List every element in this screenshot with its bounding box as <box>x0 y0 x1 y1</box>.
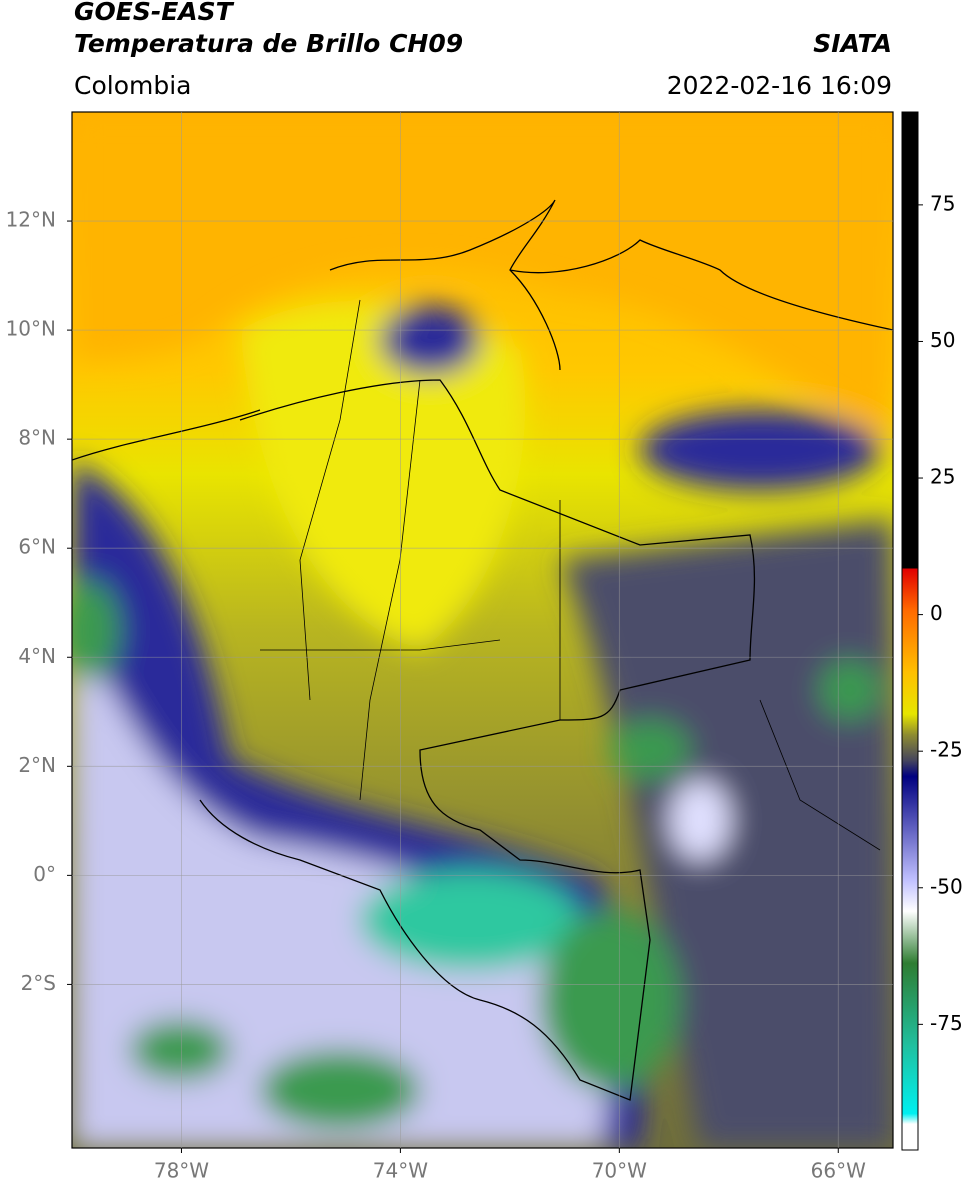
source: SIATA <box>813 29 892 58</box>
y-tick-label: 8°N <box>18 426 56 450</box>
title: GOES-EAST <box>74 0 235 26</box>
y-tick-label: 2°S <box>21 971 56 995</box>
colorbar-tick-label: -50 <box>930 874 963 898</box>
y-tick-label: 10°N <box>6 317 56 341</box>
y-tick-label: 2°N <box>18 753 56 777</box>
datetime: 2022-02-16 16:09 <box>667 71 892 100</box>
colorbar-tick-label: 25 <box>930 465 955 489</box>
region: Colombia <box>74 71 191 100</box>
y-tick-label: 4°N <box>18 644 56 668</box>
map-frame <box>71 111 894 1149</box>
x-tick-label: 70°W <box>592 1159 647 1183</box>
subtitle: Temperatura de Brillo CH09 <box>74 29 463 58</box>
satellite-image <box>72 112 893 1148</box>
y-tick-label: 12°N <box>6 208 56 232</box>
colorbar-tick-label: 0 <box>930 601 943 625</box>
colorbar-tick-label: -25 <box>930 738 963 762</box>
colorbar-tick-label: 75 <box>930 191 955 215</box>
header: GOES-EAST Temperatura de Brillo CH09 Col… <box>74 0 892 100</box>
colorbar-tick-label: -75 <box>930 1011 963 1035</box>
colorbar-tick-label: 50 <box>930 328 955 352</box>
grid <box>72 112 893 1148</box>
y-tick-label: 0° <box>33 862 56 886</box>
x-tick-label: 78°W <box>154 1159 209 1183</box>
x-tick-label: 66°W <box>811 1159 866 1183</box>
y-tick-label: 6°N <box>18 535 56 559</box>
x-tick-label: 74°W <box>373 1159 428 1183</box>
colorbar <box>901 111 919 1151</box>
